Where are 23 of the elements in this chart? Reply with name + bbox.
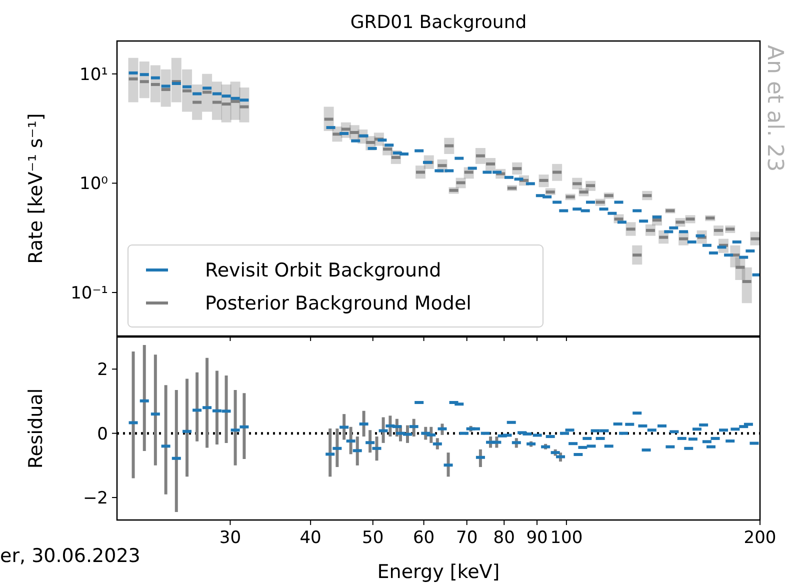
x-tick-label: 70 — [456, 528, 478, 548]
x-tick-label: 50 — [362, 528, 384, 548]
y-tick-label: 10¹ — [80, 64, 108, 85]
legend-label: Revisit Orbit Background — [205, 260, 442, 282]
x-tick-label: 40 — [300, 528, 322, 548]
x-tick-label: 30 — [219, 528, 242, 548]
y-tick-label: 10⁰ — [80, 174, 108, 194]
y-axis-title: Residual — [25, 388, 47, 469]
text: er, 30.06.2023 — [0, 545, 140, 567]
x-axis-title: Energy [keV] — [377, 561, 500, 583]
y-axis-title: Rate [keV⁻¹ s⁻¹] — [25, 113, 47, 264]
y-tick-label: 2 — [97, 360, 108, 380]
x-tick-label: 90 — [526, 528, 548, 548]
text: An et al. 23 — [762, 45, 787, 172]
x-tick-label: 200 — [744, 528, 776, 548]
x-tick-label: 100 — [550, 528, 583, 548]
x-tick-label: 80 — [493, 528, 515, 548]
x-tick-label: 60 — [412, 528, 435, 548]
legend-label: Posterior Background Model — [205, 292, 472, 315]
y-tick-label: 10⁻¹ — [70, 283, 108, 304]
y-tick-label: −2 — [82, 488, 108, 508]
y-tick-label: 0 — [97, 424, 108, 444]
chart-title: GRD01 Background — [350, 12, 527, 33]
